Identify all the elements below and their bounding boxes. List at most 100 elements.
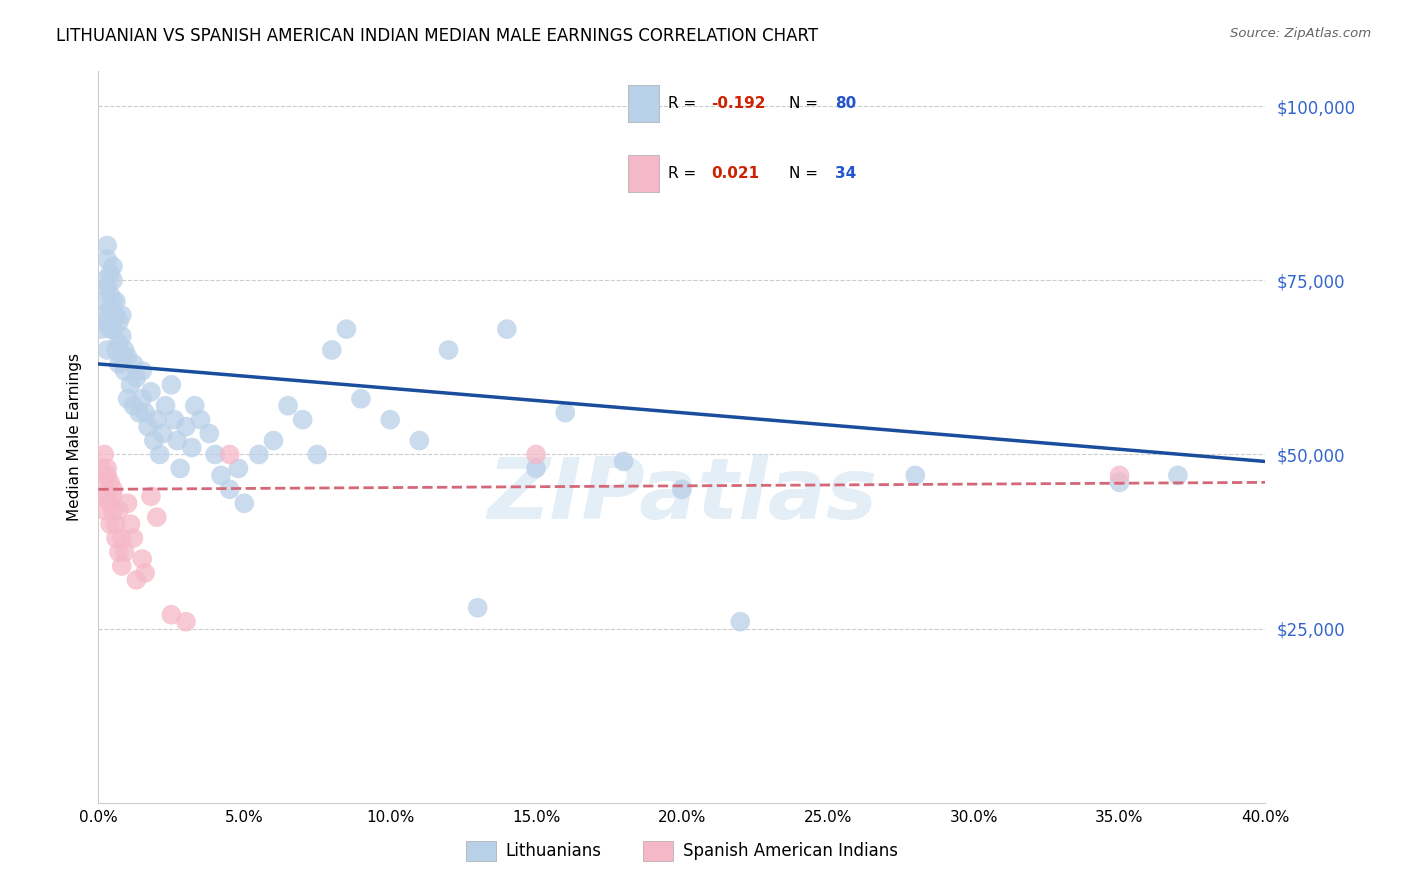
Point: [98, 322, 121, 336]
Point: [111, 329, 134, 343]
Point: [131, 552, 153, 566]
Point: [262, 434, 284, 448]
Point: [101, 294, 124, 309]
Text: N =: N =: [789, 166, 823, 180]
Point: [671, 483, 693, 497]
Point: [108, 336, 131, 351]
Point: [142, 434, 165, 448]
Point: [98, 287, 121, 301]
Point: [108, 357, 131, 371]
Point: [125, 573, 148, 587]
Point: [139, 384, 162, 399]
Point: [291, 412, 314, 426]
Point: [180, 441, 202, 455]
Point: [904, 468, 927, 483]
Legend: Lithuanians, Spanish American Indians: Lithuanians, Spanish American Indians: [458, 834, 905, 868]
Point: [120, 517, 142, 532]
Point: [277, 399, 299, 413]
Point: [114, 364, 136, 378]
Point: [160, 377, 183, 392]
Text: R =: R =: [668, 166, 702, 180]
Point: [146, 412, 169, 426]
Point: [93, 273, 115, 287]
Point: [90, 308, 112, 322]
Point: [350, 392, 373, 406]
Point: [98, 496, 121, 510]
Point: [101, 489, 124, 503]
Point: [101, 260, 124, 274]
Point: [96, 252, 118, 267]
Point: [117, 350, 139, 364]
Point: [111, 350, 134, 364]
Point: [307, 448, 329, 462]
Point: [108, 545, 131, 559]
Point: [134, 406, 156, 420]
Point: [104, 517, 127, 532]
Point: [122, 531, 145, 545]
Point: [117, 392, 139, 406]
Point: [218, 448, 240, 462]
Point: [152, 426, 174, 441]
Point: [108, 315, 131, 329]
Point: [174, 419, 197, 434]
Point: [612, 454, 634, 468]
Point: [247, 448, 270, 462]
Point: [122, 357, 145, 371]
Point: [96, 468, 118, 483]
Point: [204, 448, 226, 462]
Point: [437, 343, 460, 357]
Point: [380, 412, 402, 426]
Point: [122, 399, 145, 413]
Point: [120, 377, 142, 392]
Point: [111, 558, 134, 573]
Point: [524, 448, 547, 462]
Point: [90, 461, 112, 475]
Point: [183, 399, 205, 413]
Point: [136, 419, 159, 434]
Point: [101, 322, 124, 336]
Point: [1167, 468, 1189, 483]
Point: [93, 315, 115, 329]
Point: [131, 364, 153, 378]
Point: [190, 412, 212, 426]
Text: N =: N =: [789, 96, 823, 111]
Point: [104, 343, 127, 357]
Point: [125, 371, 148, 385]
Point: [96, 343, 118, 357]
Point: [218, 483, 240, 497]
Point: [496, 322, 519, 336]
Point: [104, 308, 127, 322]
Point: [98, 266, 121, 280]
Point: [128, 406, 150, 420]
Point: [101, 273, 124, 287]
Point: [149, 448, 172, 462]
Point: [233, 496, 256, 510]
Point: [96, 461, 118, 475]
Point: [335, 322, 357, 336]
FancyBboxPatch shape: [628, 85, 659, 121]
Point: [96, 489, 118, 503]
Point: [117, 496, 139, 510]
Point: [96, 238, 118, 252]
Point: [98, 517, 121, 532]
Point: [1108, 475, 1130, 490]
Text: 80: 80: [835, 96, 856, 111]
Point: [730, 615, 752, 629]
Point: [131, 392, 153, 406]
Point: [98, 475, 121, 490]
Point: [96, 280, 118, 294]
Point: [90, 489, 112, 503]
Point: [1108, 468, 1130, 483]
Point: [155, 399, 177, 413]
Point: [169, 461, 191, 475]
Point: [467, 600, 489, 615]
Point: [166, 434, 188, 448]
Point: [111, 308, 134, 322]
Point: [101, 483, 124, 497]
Point: [104, 294, 127, 309]
Text: -0.192: -0.192: [711, 96, 766, 111]
Text: 34: 34: [835, 166, 856, 180]
Point: [174, 615, 197, 629]
Point: [163, 412, 186, 426]
Point: [228, 461, 250, 475]
